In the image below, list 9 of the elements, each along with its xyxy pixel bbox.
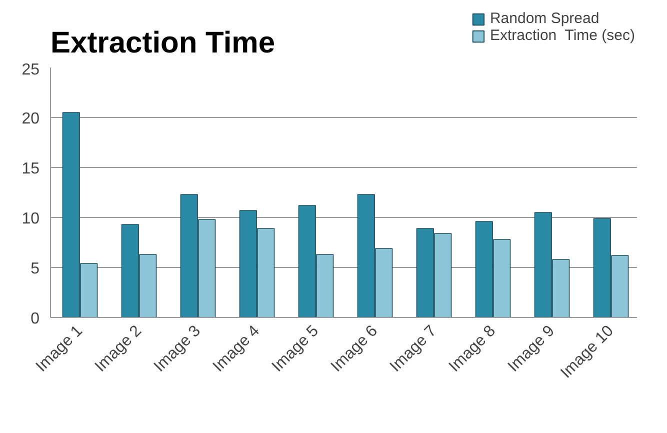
legend-label: Extraction Time (sec) bbox=[490, 27, 635, 44]
y-tick-label: 10 bbox=[22, 210, 40, 228]
y-tick-label: 0 bbox=[30, 310, 40, 328]
y-tick-label: 5 bbox=[30, 260, 40, 278]
y-tick-label: 25 bbox=[22, 62, 40, 78]
chart-title: Extraction Time bbox=[50, 26, 276, 60]
y-tick-label: 15 bbox=[22, 160, 40, 178]
y-tick-label: 20 bbox=[22, 110, 40, 128]
legend-label: Random Spread bbox=[490, 10, 600, 27]
